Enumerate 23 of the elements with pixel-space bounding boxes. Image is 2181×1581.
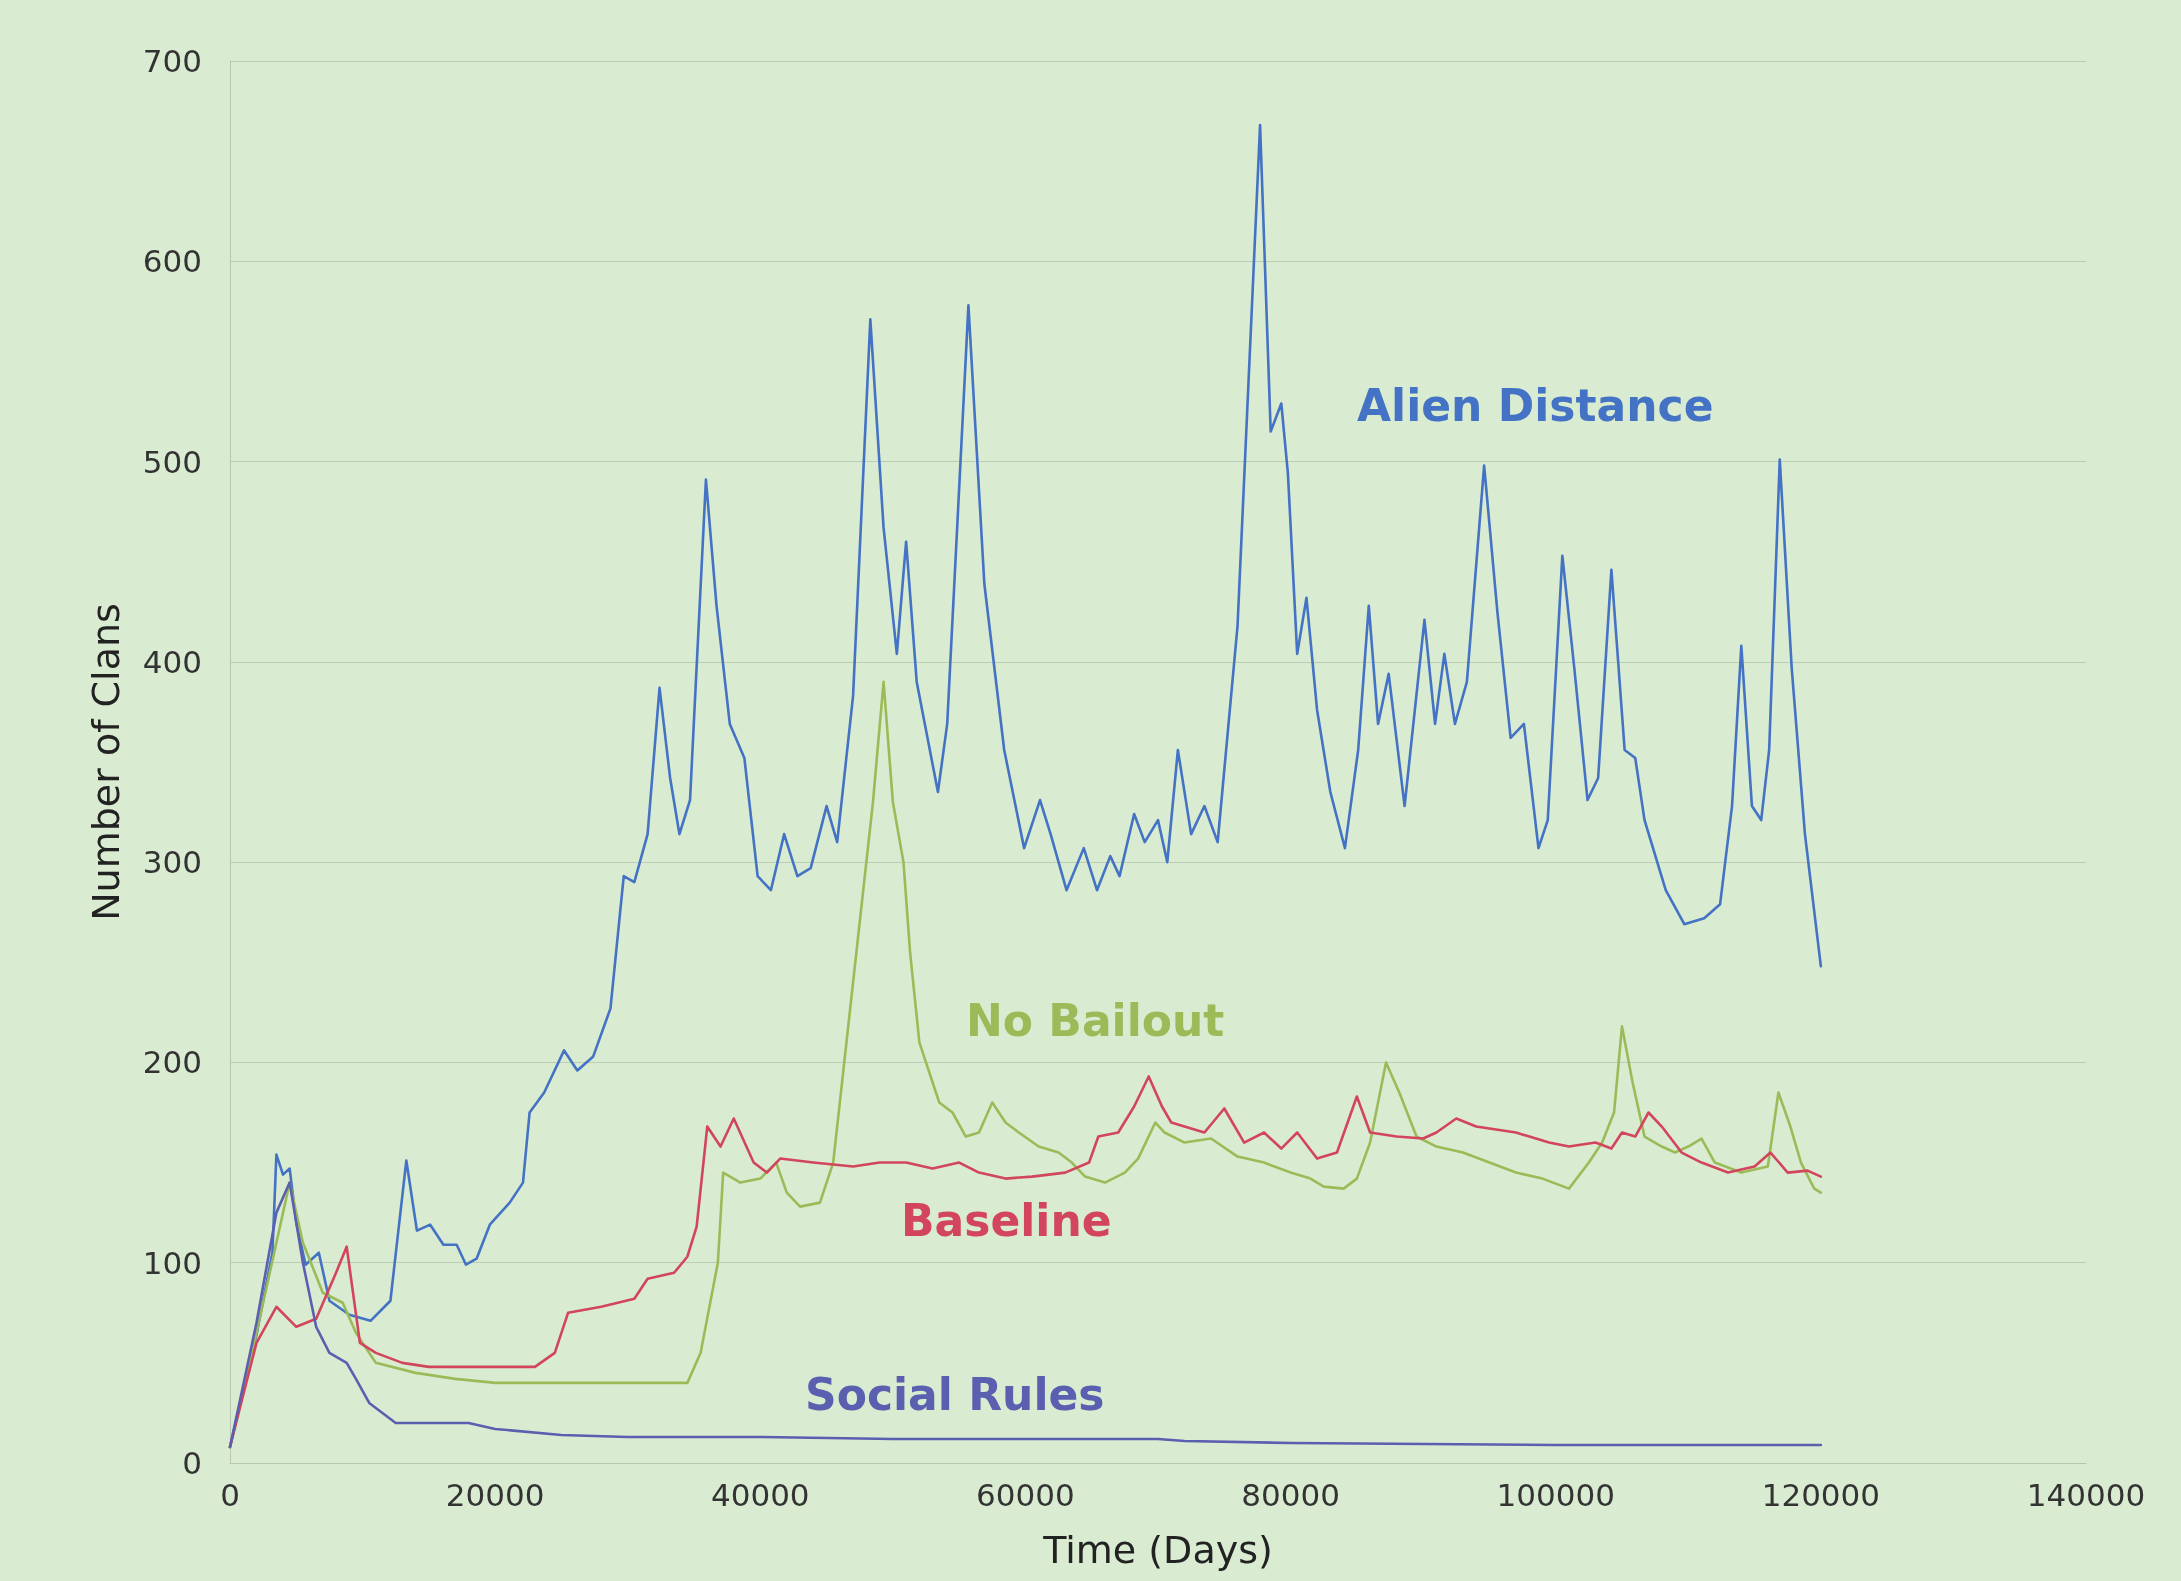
x-tick-label: 140000	[2026, 1476, 2146, 1513]
y-tick-label: 400	[142, 643, 202, 680]
y-tick-label: 700	[142, 43, 202, 79]
x-tick-label: 60000	[976, 1476, 1075, 1513]
x-tick-label: 40000	[710, 1476, 810, 1513]
series-label: Alien Distance	[1357, 379, 1714, 431]
x-tick-label: 100000	[1496, 1476, 1615, 1513]
series-label: No Bailout	[966, 994, 1225, 1046]
y-tick-label: 300	[142, 844, 202, 881]
series-label: Social Rules	[805, 1368, 1105, 1420]
series-label: Baseline	[901, 1194, 1112, 1246]
x-tick-label: 120000	[1761, 1476, 1881, 1513]
y-tick-label: 500	[142, 443, 202, 480]
y-tick-label: 0	[182, 1445, 202, 1481]
y-axis-title: Number of Clans	[84, 603, 128, 921]
y-tick-label: 200	[142, 1044, 202, 1081]
line-series	[228, 1181, 1823, 1449]
x-tick-label: 20000	[445, 1476, 545, 1513]
x-axis-title: Time (Days)	[1042, 1528, 1273, 1572]
x-tick-label: 80000	[1241, 1476, 1340, 1513]
y-tick-label: 600	[142, 243, 202, 280]
y-tick-label: 100	[142, 1244, 202, 1281]
x-tick-label: 0	[220, 1476, 240, 1513]
